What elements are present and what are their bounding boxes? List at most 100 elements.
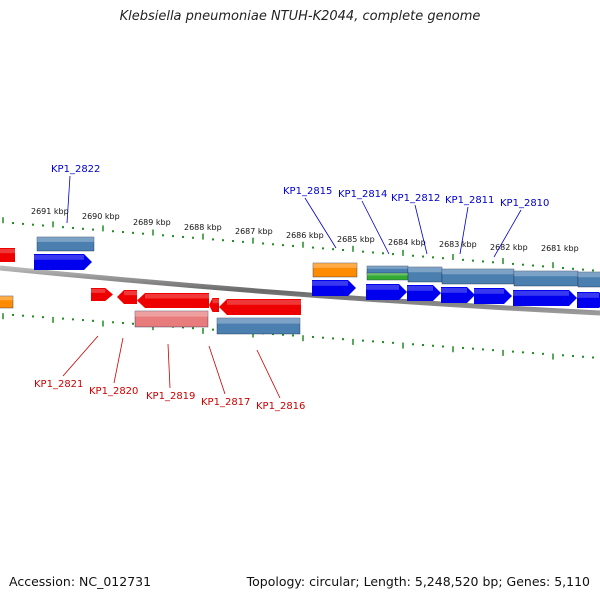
- gene-label-forward: KP1_2822: [51, 164, 100, 175]
- cds-reverse-shine: [145, 294, 209, 299]
- cds-forward-body: [312, 280, 356, 296]
- scale-label: 2689 kbp: [133, 218, 171, 227]
- trna-feature-body: [0, 295, 14, 309]
- scale-label: 2691 kbp: [31, 207, 69, 216]
- gene-forward-shine: [514, 271, 578, 277]
- gene-label-forward: KP1_2810: [500, 198, 549, 209]
- scale-label: 2690 kbp: [82, 212, 120, 221]
- gene-forward-shine: [367, 266, 408, 269]
- gene-label-forward: KP1_2815: [283, 186, 332, 197]
- cds-forward-body: [474, 288, 512, 304]
- cds-forward-shine: [34, 255, 84, 260]
- callout-line: [113, 337, 124, 384]
- cds-reverse: [209, 298, 219, 312]
- cds-reverse-body: [137, 293, 209, 308]
- cds-forward: [441, 287, 475, 303]
- cds-reverse-body: [117, 290, 137, 304]
- gene-forward-shine: [442, 269, 514, 275]
- callout-line: [208, 345, 226, 395]
- gene-reverse-body: [134, 310, 209, 328]
- cds-forward-body: [577, 292, 600, 308]
- gene-forward: [513, 270, 579, 287]
- cds-forward: [513, 290, 577, 306]
- misc-feature: [366, 272, 409, 281]
- cds-forward-body: [366, 284, 407, 300]
- scale-label: 2686 kbp: [286, 231, 324, 240]
- trna-feature: [0, 295, 14, 309]
- genome-backbone: [0, 265, 600, 316]
- gene-label-reverse: KP1_2820: [89, 386, 138, 397]
- scale-label: 2681 kbp: [541, 244, 579, 253]
- gene-forward-body: [36, 236, 95, 252]
- gene-forward: [36, 236, 95, 252]
- gene-reverse: [216, 317, 301, 335]
- cds-forward-shine: [441, 288, 467, 293]
- cds-reverse: [117, 290, 137, 304]
- cds-forward-body: [34, 254, 92, 270]
- cds-forward: [312, 280, 356, 296]
- misc-feature-shine: [367, 273, 408, 276]
- gene-reverse-body: [216, 317, 301, 335]
- trna-feature-body: [312, 262, 358, 278]
- scale-label: 2685 kbp: [337, 235, 375, 244]
- gene-label-forward: KP1_2812: [391, 193, 440, 204]
- cds-reverse-shine: [124, 291, 137, 296]
- gene-label-reverse: KP1_2821: [34, 379, 83, 390]
- cds-forward-body: [407, 285, 441, 301]
- trna-feature-shine: [0, 296, 13, 301]
- cds-reverse-body: [209, 298, 219, 312]
- gene-forward: [407, 266, 443, 283]
- cds-forward: [577, 292, 600, 308]
- gene-reverse: [134, 310, 209, 328]
- cds-forward-shine: [474, 289, 504, 294]
- trna-feature-shine: [313, 263, 357, 268]
- cds-forward-shine: [407, 286, 433, 291]
- topology-text: Topology: circular; Length: 5,248,520 bp…: [246, 574, 590, 589]
- callout-line: [256, 349, 281, 399]
- cds-forward: [366, 284, 407, 300]
- gene-label-reverse: KP1_2817: [201, 397, 250, 408]
- cds-reverse: [0, 248, 15, 262]
- scale-ticks-top: [2, 217, 594, 272]
- scale-label: 2688 kbp: [184, 223, 222, 232]
- callout-line: [459, 206, 469, 255]
- cds-reverse-shine: [212, 299, 219, 304]
- callout-line: [304, 197, 337, 249]
- cds-reverse: [137, 293, 209, 308]
- gene-label-reverse: KP1_2819: [146, 391, 195, 402]
- callout-line: [66, 175, 71, 224]
- map-title: Klebsiella pneumoniae NTUH-K2044, comple…: [119, 9, 481, 24]
- gene-forward-shine: [408, 267, 442, 273]
- cds-forward: [407, 285, 441, 301]
- cds-forward-body: [441, 287, 475, 303]
- gene-label-forward: KP1_2811: [445, 195, 494, 206]
- gene-forward-shine: [578, 272, 600, 278]
- gene-forward: [366, 265, 409, 275]
- cds-reverse: [91, 288, 113, 301]
- gene-forward: [441, 268, 515, 285]
- accession-text: Accession: NC_012731: [9, 574, 152, 589]
- callout-line: [167, 343, 171, 389]
- gene-forward-shine: [37, 237, 94, 242]
- gene-reverse-shine: [135, 311, 208, 317]
- cds-forward: [34, 254, 92, 270]
- scale-labels: 2691 kbp 2690 kbp 2689 kbp 2688 kbp 2687 kbp…: [31, 207, 579, 253]
- gene-label-reverse: KP1_2816: [256, 401, 305, 412]
- cds-reverse-body: [0, 248, 15, 262]
- cds-forward-shine: [513, 291, 569, 296]
- cds-forward-shine: [366, 285, 399, 290]
- callout-line: [62, 335, 99, 377]
- gene-reverse-shine: [217, 318, 300, 324]
- scale-label: 2684 kbp: [388, 238, 426, 247]
- gene-label-forward: KP1_2814: [338, 189, 387, 200]
- gene-forward: [577, 271, 600, 288]
- callout-line: [493, 209, 522, 258]
- cds-reverse-shine: [91, 289, 106, 293]
- trna-feature: [312, 262, 358, 278]
- cds-forward-shine: [577, 293, 599, 298]
- scale-label: 2682 kbp: [490, 243, 528, 252]
- gene-features: [0, 236, 600, 335]
- scale-label: 2687 kbp: [235, 227, 273, 236]
